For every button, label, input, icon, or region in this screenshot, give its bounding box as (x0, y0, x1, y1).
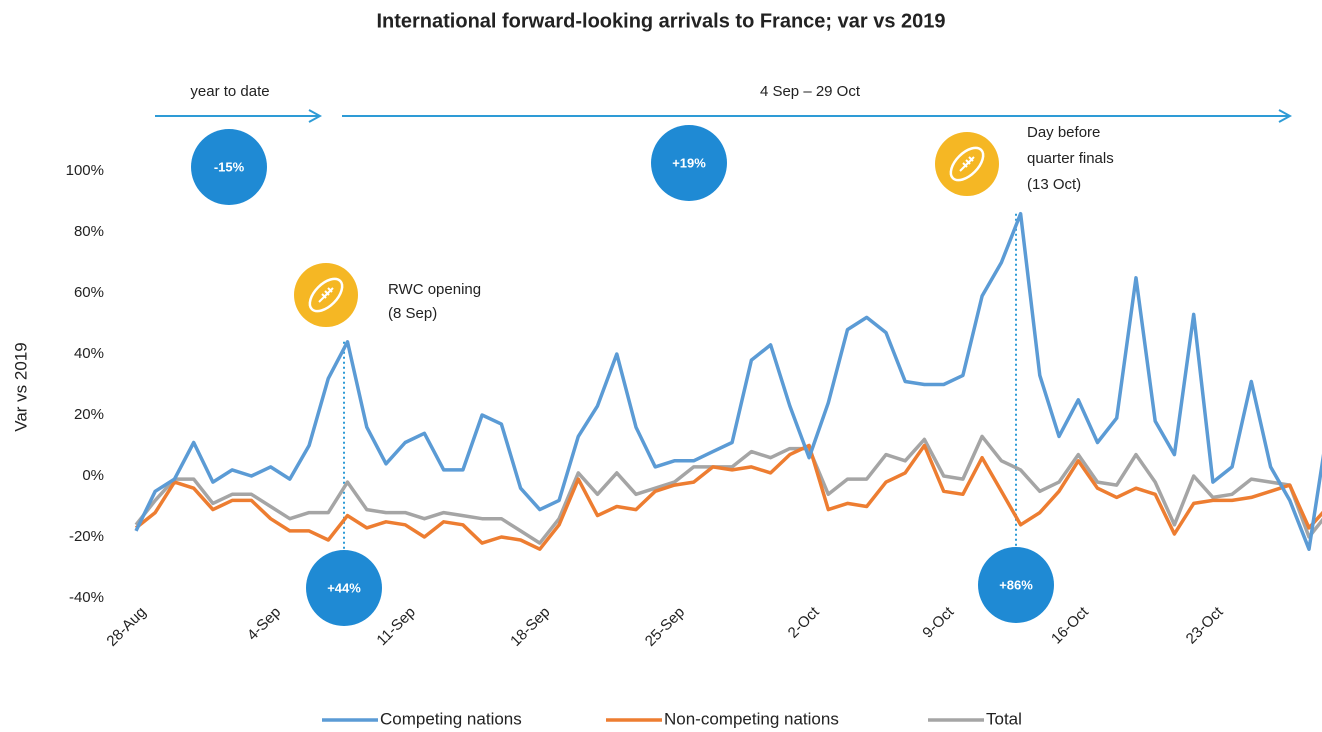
annotation: (13 Oct) (1027, 176, 1081, 193)
bubble (306, 550, 382, 626)
annotation: quarter finals (1027, 150, 1114, 167)
series-line (134, 443, 1322, 551)
annotation: 4 Sep – 29 Oct (760, 83, 861, 100)
y-axis-label: Var vs 2019 (11, 342, 30, 431)
x-tick-label: 4-Sep (244, 604, 284, 644)
x-tick-label: 16-Oct (1048, 603, 1092, 647)
bubble (978, 547, 1054, 623)
y-tick-label: -20% (69, 528, 104, 545)
chart-title: International forward-looking arrivals t… (376, 10, 945, 32)
annotation: year to date (190, 83, 269, 100)
bubble (651, 125, 727, 201)
x-tick-label: 18-Sep (507, 604, 553, 650)
x-tick-label: 2-Oct (785, 603, 824, 642)
annotation: +86% (999, 577, 1033, 592)
bubble (191, 129, 267, 205)
y-tick-label: 0% (82, 467, 104, 484)
series-line (134, 211, 1322, 551)
legend-label: Total (986, 709, 1022, 728)
annotation: -15% (214, 159, 245, 174)
x-tick-label: 28-Aug (103, 604, 149, 650)
legend-label: Non-competing nations (664, 709, 839, 728)
x-tick-label: 11-Sep (373, 604, 418, 649)
y-tick-label: 80% (74, 223, 104, 240)
rugby-icon (292, 261, 360, 329)
y-tick-label: 60% (74, 284, 104, 301)
y-tick-label: 20% (74, 406, 104, 423)
x-tick-label: 23-Oct (1183, 603, 1227, 647)
rugby-icon (933, 130, 1001, 198)
series-line (134, 434, 1322, 545)
y-tick-label: -40% (69, 589, 104, 606)
annotation: RWC opening (388, 281, 481, 298)
y-tick-label: 40% (74, 345, 104, 362)
legend-label: Competing nations (380, 709, 522, 728)
y-tick-label: 100% (66, 162, 104, 179)
annotation: +44% (327, 580, 361, 595)
annotation: Day before (1027, 124, 1100, 141)
annotation: +19% (672, 155, 706, 170)
x-tick-label: 25-Sep (642, 604, 688, 650)
x-tick-label: 9-Oct (919, 603, 958, 642)
annotation: (8 Sep) (388, 305, 437, 322)
